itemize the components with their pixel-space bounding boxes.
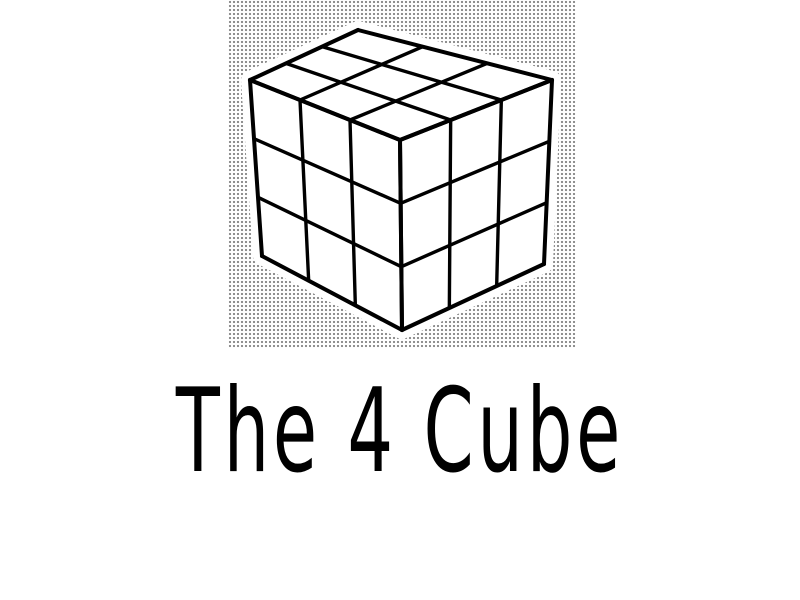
cube-right-face xyxy=(400,80,552,330)
cube-top-face xyxy=(250,30,552,140)
halftone-panel xyxy=(228,0,576,348)
rubiks-cube-icon xyxy=(241,21,561,339)
logo-title: The 4 Cube xyxy=(175,364,625,499)
